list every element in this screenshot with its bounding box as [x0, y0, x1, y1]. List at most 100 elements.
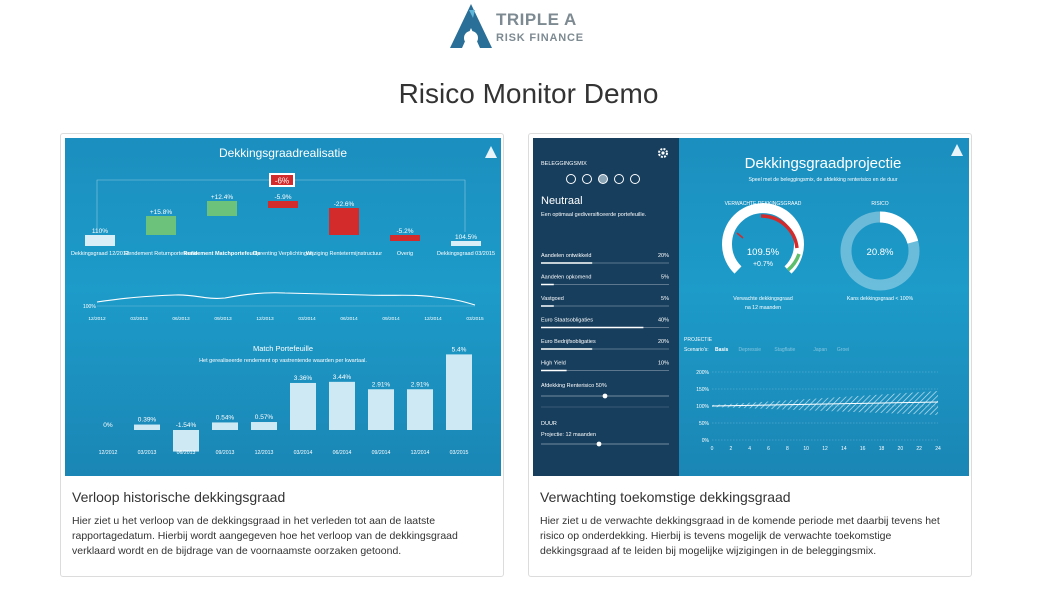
match-bar: [290, 382, 316, 430]
scenario-tabs[interactable]: Basis Depressie Stagflatie Japan Groei: [715, 347, 849, 353]
line-ref-label: 100%: [83, 304, 96, 310]
waterfall-label: Rendement Returnportefeuille: [124, 251, 197, 257]
allocation-value: 20%: [658, 253, 669, 259]
allocation-value: 10%: [658, 361, 669, 367]
risico-arc: [879, 211, 919, 244]
brand-mark-icon: [485, 146, 497, 158]
scenario-tab[interactable]: Depressie: [739, 347, 762, 353]
match-value-label: 3.44%: [333, 374, 352, 381]
scenario-tab[interactable]: Japan: [813, 347, 827, 353]
proj-x-tick: 8: [786, 446, 789, 452]
match-date-label: 06/2014: [333, 450, 352, 456]
match-date-label: 03/2014: [294, 450, 313, 456]
match-bar: [368, 389, 394, 430]
line-date-label: 12/2014: [424, 316, 442, 322]
card-image-dekkingsgraadrealisatie[interactable]: Dekkingsgraadrealisatie -6% 1: [65, 138, 501, 476]
brand-mark-icon: [951, 144, 963, 156]
allocation-value: 20%: [658, 339, 669, 345]
mix-dot[interactable]: [582, 174, 592, 184]
proj-x-tick: 20: [898, 446, 904, 452]
match-value-label: 3.36%: [294, 375, 313, 382]
waterfall-bar-rentetermijn: [329, 208, 359, 235]
card-title[interactable]: Verloop historische dekkingsgraad: [72, 489, 286, 505]
projection-median-line: [711, 401, 939, 407]
card-title[interactable]: Verwachting toekomstige dekkingsgraad: [540, 489, 791, 505]
line-date-label: 06/2014: [340, 316, 358, 322]
scenario-label: Scenario's:: [684, 347, 709, 353]
line-date-label: 12/2012: [88, 316, 106, 322]
proj-x-tick: 10: [803, 446, 809, 452]
match-date-label: 06/2013: [177, 450, 196, 456]
waterfall-value: +12.4%: [211, 194, 233, 201]
match-title: Match Portefeuille: [253, 344, 313, 353]
proj-x-tick: 4: [748, 446, 751, 452]
card-toekomstige-dekkingsgraad[interactable]: BELEGGINGSMIX Neutraal Een optimaal gedi…: [528, 133, 972, 577]
waterfall-value: -5.2%: [397, 228, 414, 235]
waterfall-value: +15.8%: [150, 209, 172, 216]
gauge1-value: 109.5%: [747, 247, 780, 258]
line-date-label: 09/2013: [214, 316, 232, 322]
match-value-label: 0.54%: [216, 414, 235, 421]
gear-icon[interactable]: [658, 148, 668, 158]
match-bars: 0% 12/2012 0.39% 03/2013 -1.54% 06/2013 0.54% 0…: [99, 346, 472, 456]
match-date-label: 12/2013: [255, 450, 274, 456]
scenario-tab[interactable]: Stagflatie: [774, 347, 795, 353]
beleggingsmix-sidebar: [533, 138, 679, 476]
waterfall-bar-return: [146, 216, 176, 235]
match-subtitle: Het gerealiseerde rendement op vastrente…: [199, 358, 367, 364]
card-description: Hier ziet u de verwachte dekkingsgraad i…: [540, 515, 940, 557]
panel-title: Dekkingsgraadprojectie: [745, 155, 902, 172]
line-date-label: 06/2013: [172, 316, 190, 322]
page-title: Risico Monitor Demo: [398, 78, 659, 109]
match-date-label: 03/2015: [450, 450, 469, 456]
hedge-label: Afdekking Renterisico 50%: [541, 383, 607, 389]
mix-dot[interactable]: [614, 174, 624, 184]
allocation-value: 5%: [661, 275, 669, 281]
waterfall-label: Rendement Matchportefeuille: [183, 251, 260, 257]
allocation-label: Vastgoed: [541, 296, 564, 302]
proj-y-tick: 200%: [696, 370, 709, 376]
line-date-label: 03/2014: [298, 316, 316, 322]
mix-selector-dots[interactable]: [566, 174, 640, 184]
gauge2-header: RISICO: [871, 201, 888, 207]
logo-line2: RISK FINANCE: [496, 32, 584, 44]
projection-band: [712, 391, 938, 415]
waterfall-value: -22.6%: [334, 201, 355, 208]
match-bar: [407, 389, 433, 430]
proj-x-tick: 18: [879, 446, 885, 452]
match-value-label: 2.91%: [411, 381, 430, 388]
gauge2-caption: Kans dekkingsgraad < 100%: [847, 296, 914, 302]
waterfall-label: Wijziging Rentetermijnstructuur: [306, 251, 382, 257]
match-value-label: 5.4%: [452, 346, 467, 353]
allocation-value: 40%: [658, 318, 669, 324]
history-line: [96, 292, 476, 306]
mix-dot-selected[interactable]: [598, 174, 608, 184]
gauge1-caption: na 12 maanden: [745, 305, 781, 311]
scenario-tab[interactable]: Groei: [837, 347, 849, 353]
proj-x-tick: 24: [935, 446, 941, 452]
hedge-slider-knob[interactable]: [602, 393, 608, 399]
match-value-label: 2.91%: [372, 381, 391, 388]
mix-dot[interactable]: [630, 174, 640, 184]
match-date-label: 12/2014: [411, 450, 430, 456]
allocation-list[interactable]: Aandelen ontwikkeld 20% Aandelen opkomend 5…: [541, 253, 669, 372]
match-bar: [251, 422, 277, 430]
card-image-dekkingsgraadprojectie[interactable]: BELEGGINGSMIX Neutraal Een optimaal gedi…: [533, 138, 969, 476]
allocation-label: Euro Staatsobligaties: [541, 318, 593, 324]
proj-y-tick: 150%: [696, 387, 709, 393]
triple-a-logo: TRIPLE A RISK FINANCE: [448, 2, 588, 52]
proj-x-tick: 6: [767, 446, 770, 452]
scenario-tab-active[interactable]: Basis: [715, 347, 729, 353]
card-historische-dekkingsgraad[interactable]: Dekkingsgraadrealisatie -6% 1: [60, 133, 504, 577]
duur-slider-knob[interactable]: [596, 441, 602, 447]
waterfall-bar-start: [85, 235, 115, 246]
line-date-label: 03/2015: [466, 316, 484, 322]
match-bar: [173, 430, 199, 452]
match-date-label: 03/2013: [138, 450, 157, 456]
logo-mark-icon: [450, 4, 492, 48]
dekkingsgraadprojectie-panel: BELEGGINGSMIX Neutraal Een optimaal gedi…: [533, 138, 969, 476]
line-date-label: 12/2013: [256, 316, 274, 322]
proj-x-tick: 2: [729, 446, 732, 452]
mix-dot[interactable]: [566, 174, 576, 184]
match-bar: [134, 424, 160, 430]
